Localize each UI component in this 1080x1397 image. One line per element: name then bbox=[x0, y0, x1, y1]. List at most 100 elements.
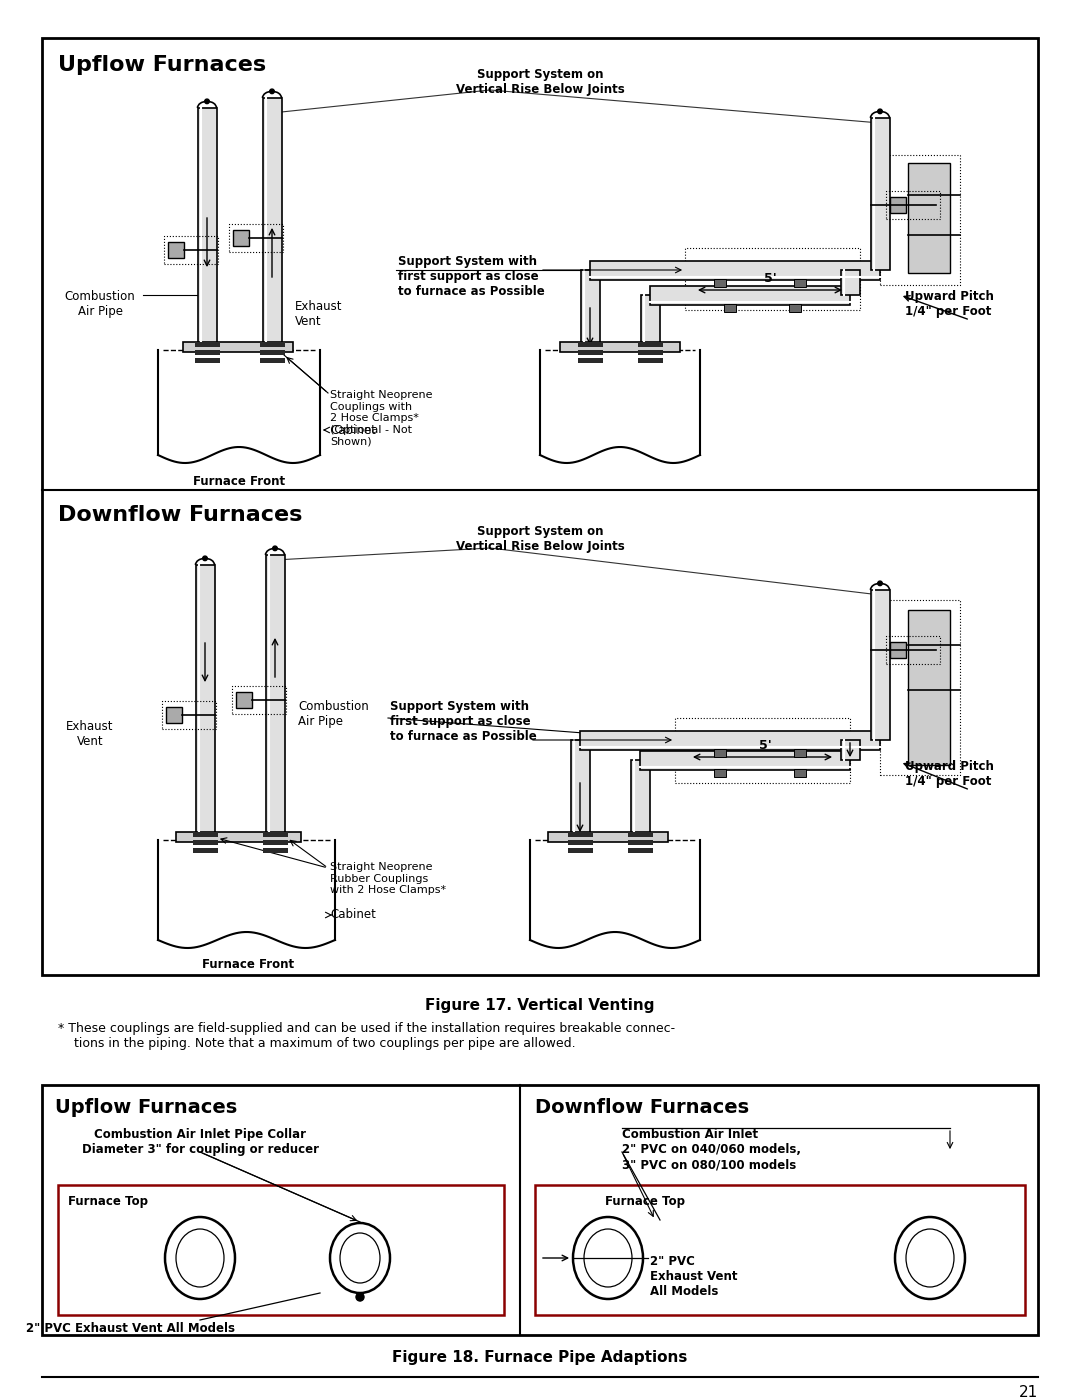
Bar bbox=[890, 197, 905, 212]
Bar bbox=[535, 1185, 1025, 1315]
Text: Furnace Top: Furnace Top bbox=[605, 1194, 685, 1208]
Bar bbox=[42, 1085, 1038, 1336]
Text: Furnace Top: Furnace Top bbox=[68, 1194, 148, 1208]
Text: 2" PVC Exhaust Vent All Models: 2" PVC Exhaust Vent All Models bbox=[26, 1322, 234, 1336]
Bar bbox=[232, 231, 248, 246]
Bar bbox=[908, 610, 950, 766]
Text: Combustion
Air Pipe: Combustion Air Pipe bbox=[298, 700, 368, 728]
Bar bbox=[266, 555, 284, 833]
Bar bbox=[908, 163, 950, 272]
Bar bbox=[581, 270, 599, 342]
Text: Cabinet: Cabinet bbox=[330, 908, 376, 922]
Text: Furnace Front: Furnace Front bbox=[202, 958, 294, 971]
Bar bbox=[724, 305, 735, 312]
Text: Combustion Air Inlet Pipe Collar
Diameter 3" for coupling or reducer: Combustion Air Inlet Pipe Collar Diamete… bbox=[81, 1127, 319, 1155]
Bar bbox=[631, 760, 649, 833]
Bar bbox=[640, 750, 850, 770]
Text: Support System on
Vertical Rise Below Joints: Support System on Vertical Rise Below Jo… bbox=[456, 525, 624, 553]
Bar bbox=[262, 98, 282, 342]
Text: 5': 5' bbox=[764, 272, 777, 285]
Text: Downflow Furnaces: Downflow Furnaces bbox=[58, 504, 302, 525]
Bar bbox=[840, 270, 860, 295]
Text: Combustion Air Inlet
2" PVC on 040/060 models,
3" PVC on 080/100 models: Combustion Air Inlet 2" PVC on 040/060 m… bbox=[622, 1127, 801, 1171]
Bar bbox=[578, 358, 603, 363]
Bar bbox=[685, 249, 860, 310]
Text: Straight Neoprene
Rubber Couplings
with 2 Hose Clamps*: Straight Neoprene Rubber Couplings with … bbox=[330, 862, 446, 895]
Text: Support System on
Vertical Rise Below Joints: Support System on Vertical Rise Below Jo… bbox=[456, 68, 624, 96]
Bar bbox=[640, 295, 660, 342]
Bar bbox=[183, 342, 293, 352]
Bar bbox=[627, 833, 652, 837]
Bar bbox=[195, 564, 215, 833]
Circle shape bbox=[273, 546, 278, 550]
Text: Support System with
first support as close
to furnace as Possible: Support System with first support as clo… bbox=[390, 700, 537, 743]
Bar bbox=[886, 191, 940, 219]
Bar bbox=[192, 840, 217, 845]
Bar bbox=[794, 768, 806, 777]
Bar bbox=[194, 351, 219, 355]
Bar bbox=[165, 707, 181, 724]
Bar bbox=[840, 740, 860, 760]
Bar bbox=[231, 686, 285, 714]
Bar bbox=[890, 643, 905, 658]
Circle shape bbox=[205, 99, 210, 103]
Bar bbox=[570, 740, 590, 833]
Bar bbox=[886, 636, 940, 664]
Text: Downflow Furnaces: Downflow Furnaces bbox=[535, 1098, 750, 1118]
Text: Furnace Front: Furnace Front bbox=[193, 475, 285, 488]
Bar bbox=[627, 840, 652, 845]
Text: Upward Pitch
1/4" per Foot: Upward Pitch 1/4" per Foot bbox=[905, 291, 994, 319]
Bar bbox=[567, 840, 593, 845]
Bar bbox=[580, 731, 880, 750]
Bar bbox=[163, 236, 217, 264]
Bar bbox=[176, 833, 301, 842]
Bar bbox=[880, 155, 960, 285]
Bar bbox=[548, 833, 669, 842]
Bar bbox=[229, 224, 283, 251]
Text: Figure 17. Vertical Venting: Figure 17. Vertical Venting bbox=[426, 997, 654, 1013]
Text: Straight Neoprene
Couplings with
2 Hose Clamps*
(Optional - Not
Shown): Straight Neoprene Couplings with 2 Hose … bbox=[330, 390, 432, 447]
Bar bbox=[262, 833, 287, 837]
Bar bbox=[789, 305, 801, 312]
Text: 21: 21 bbox=[1018, 1384, 1038, 1397]
Bar bbox=[714, 749, 726, 757]
Bar bbox=[262, 848, 287, 854]
Bar bbox=[259, 358, 284, 363]
Text: Upward Pitch
1/4" per Foot: Upward Pitch 1/4" per Foot bbox=[905, 760, 994, 788]
Text: Support System with
first support as close
to furnace as Possible: Support System with first support as clo… bbox=[399, 256, 544, 298]
Bar bbox=[194, 342, 219, 346]
Bar bbox=[637, 358, 662, 363]
Circle shape bbox=[203, 556, 207, 560]
Bar bbox=[167, 242, 184, 258]
Bar bbox=[578, 351, 603, 355]
Bar bbox=[58, 1185, 504, 1315]
Bar bbox=[259, 351, 284, 355]
Circle shape bbox=[270, 89, 274, 94]
Bar bbox=[578, 342, 603, 346]
Bar bbox=[192, 833, 217, 837]
Text: Upflow Furnaces: Upflow Furnaces bbox=[55, 1098, 238, 1118]
Bar bbox=[235, 692, 252, 708]
Bar bbox=[198, 108, 216, 342]
Circle shape bbox=[878, 581, 882, 585]
Bar bbox=[637, 342, 662, 346]
Bar bbox=[794, 279, 806, 286]
Bar bbox=[870, 117, 890, 270]
Circle shape bbox=[356, 1294, 364, 1301]
Text: 5': 5' bbox=[758, 739, 771, 752]
Bar bbox=[262, 840, 287, 845]
Bar bbox=[42, 38, 1038, 975]
Bar bbox=[567, 848, 593, 854]
Bar bbox=[259, 342, 284, 346]
Bar bbox=[590, 260, 880, 279]
Bar bbox=[650, 285, 850, 305]
Text: Cabinet: Cabinet bbox=[330, 423, 376, 436]
Bar bbox=[627, 848, 652, 854]
Bar bbox=[714, 768, 726, 777]
Bar bbox=[637, 351, 662, 355]
Bar bbox=[561, 342, 680, 352]
Text: 2" PVC
Exhaust Vent
All Models: 2" PVC Exhaust Vent All Models bbox=[650, 1255, 738, 1298]
Bar bbox=[194, 358, 219, 363]
Text: Figure 18. Furnace Pipe Adaptions: Figure 18. Furnace Pipe Adaptions bbox=[392, 1350, 688, 1365]
Bar bbox=[162, 701, 216, 729]
